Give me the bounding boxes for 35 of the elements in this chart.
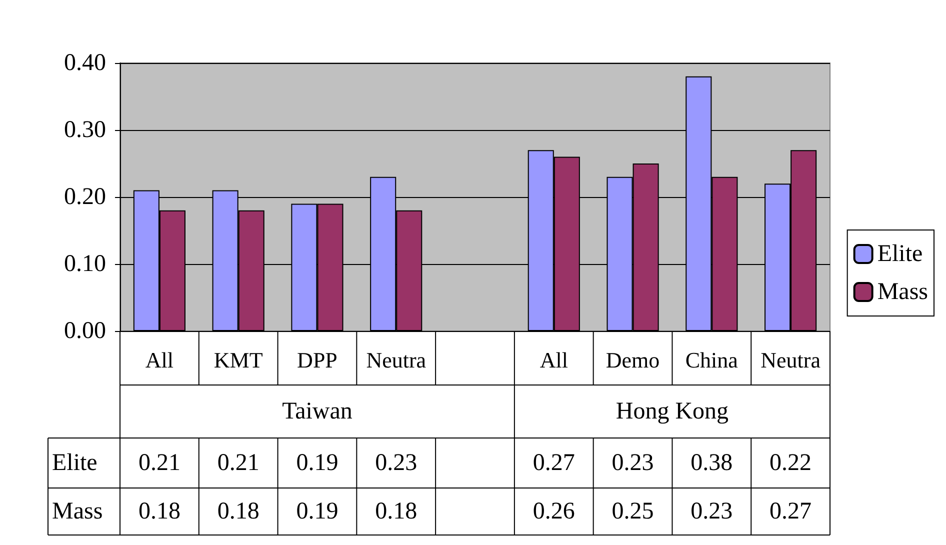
data-label: 0.27: [532, 450, 575, 476]
x-tick-label: All: [145, 348, 174, 372]
x-tick-label: China: [685, 348, 738, 372]
data-label: 0.22: [770, 450, 812, 476]
x-tick-label: Neutra: [760, 348, 821, 372]
data-label: 0.21: [217, 450, 260, 476]
data-label: 0.18: [217, 498, 260, 524]
text: Elite: [52, 450, 98, 476]
y-tick-label: 0.00: [64, 318, 106, 344]
legend-label: Elite: [877, 241, 923, 267]
data-label: 0.23: [612, 450, 654, 476]
data-label: 0.27: [770, 498, 812, 524]
data-label: 0.19: [296, 498, 338, 524]
text: Hong Kong: [616, 398, 729, 424]
data-label: 0.21: [138, 450, 180, 476]
data-label: 0.25: [612, 498, 654, 524]
data-label: 0.26: [532, 498, 575, 524]
data-label: 0.38: [690, 450, 733, 476]
data-label: 0.23: [690, 498, 733, 524]
data-label: 0.19: [296, 450, 338, 476]
x-tick-label: Neutra: [366, 348, 426, 372]
text: Mass: [52, 498, 103, 524]
y-tick-label: 0.20: [64, 184, 106, 210]
x-tick-label: All: [540, 348, 568, 372]
data-label: 0.18: [375, 498, 418, 524]
y-tick-label: 0.40: [64, 50, 106, 76]
y-tick-label: 0.30: [64, 117, 106, 143]
x-tick-label: DPP: [297, 348, 338, 372]
x-tick-label: Demo: [606, 348, 660, 372]
legend-label: Mass: [877, 279, 928, 305]
data-label: 0.18: [138, 498, 180, 524]
y-tick-label: 0.10: [64, 251, 106, 277]
x-tick-label: KMT: [214, 348, 264, 372]
data-label: 0.23: [375, 450, 418, 476]
text: Taiwan: [282, 398, 352, 424]
